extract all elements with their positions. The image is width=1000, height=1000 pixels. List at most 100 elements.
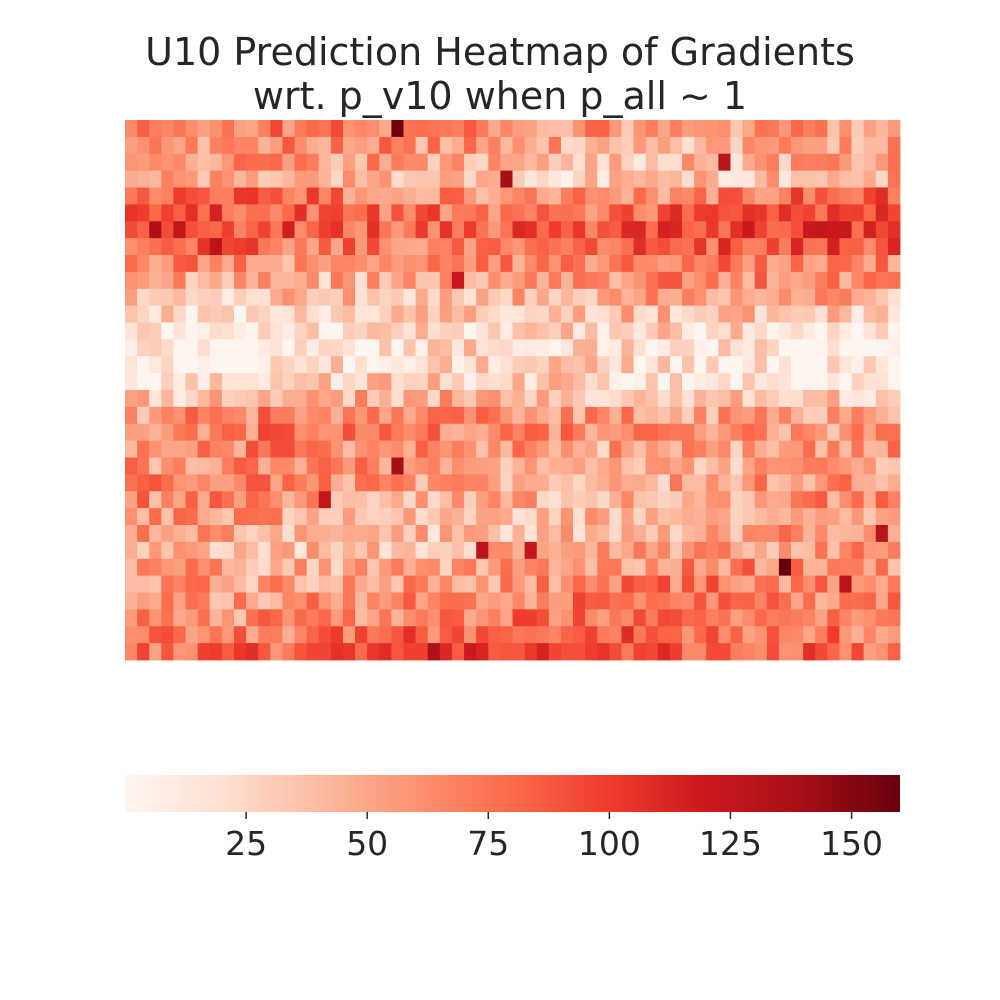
heatmap-cell <box>875 153 889 172</box>
heatmap-cell <box>270 120 283 138</box>
heatmap-cell <box>682 238 695 256</box>
heatmap-cell <box>379 558 392 577</box>
heatmap-cell <box>391 474 404 492</box>
heatmap-cell <box>306 575 320 593</box>
heatmap-cell <box>427 643 441 661</box>
heatmap-cell <box>403 440 417 458</box>
heatmap-cell <box>621 120 634 138</box>
heatmap-cell <box>536 474 550 492</box>
heatmap-cell <box>851 120 865 138</box>
heatmap-cell <box>500 525 513 543</box>
heatmap-cell <box>645 457 659 475</box>
heatmap-cell <box>609 153 622 172</box>
heatmap-cell <box>439 255 453 273</box>
heatmap-cell <box>137 288 150 307</box>
heatmap-cell <box>415 609 429 627</box>
heatmap-cell <box>173 592 186 610</box>
heatmap-cell <box>573 390 586 408</box>
heatmap-cell <box>221 339 235 357</box>
heatmap-cell <box>524 508 538 526</box>
heatmap-cell <box>754 170 768 188</box>
heatmap-cell <box>621 558 634 577</box>
heatmap-cell <box>669 221 683 239</box>
heatmap-cell <box>330 305 344 323</box>
heatmap-cell <box>718 187 731 205</box>
heatmap-cell <box>439 170 453 188</box>
heatmap-cell <box>197 288 211 307</box>
heatmap-cell <box>778 474 792 492</box>
heatmap-cell <box>815 643 828 661</box>
heatmap-cell <box>815 339 828 357</box>
heatmap-cell <box>778 609 792 627</box>
heatmap-cell <box>791 305 804 323</box>
heatmap-cell <box>197 609 211 627</box>
heatmap-cell <box>439 373 453 391</box>
heatmap-cell <box>657 390 671 408</box>
heatmap-cell <box>246 457 259 475</box>
heatmap-cell <box>827 457 840 475</box>
heatmap-cell <box>548 406 562 425</box>
heatmap-cell <box>815 356 828 374</box>
heatmap-cell <box>476 204 489 222</box>
heatmap-cell <box>233 271 247 290</box>
heatmap-cell <box>415 356 429 374</box>
heatmap-cell <box>839 136 852 155</box>
heatmap-cell <box>694 440 707 458</box>
heatmap-cell <box>137 575 150 593</box>
heatmap-cell <box>258 626 271 644</box>
heatmap-cell <box>682 373 695 391</box>
heatmap-cell <box>621 170 634 188</box>
heatmap-cell <box>730 575 743 593</box>
heatmap-cell <box>585 508 598 526</box>
heatmap-cell <box>815 406 828 425</box>
heatmap-cell <box>488 339 501 357</box>
heatmap-cell <box>875 170 889 188</box>
heatmap-cell <box>718 643 731 661</box>
heatmap-cell <box>197 541 211 560</box>
heatmap-cell <box>512 643 526 661</box>
heatmap-cell <box>827 440 840 458</box>
heatmap-cell <box>427 508 441 526</box>
heatmap-cell <box>439 592 453 610</box>
heatmap-cell <box>342 592 356 610</box>
heatmap-cell <box>367 271 380 290</box>
heatmap-cell <box>778 153 792 172</box>
heatmap-cell <box>451 474 465 492</box>
heatmap-cell <box>791 356 804 374</box>
heatmap-cell <box>791 288 804 307</box>
heatmap-cell <box>233 170 247 188</box>
heatmap-cell <box>778 238 792 256</box>
heatmap-cell <box>839 204 852 222</box>
heatmap-cell <box>258 558 271 577</box>
heatmap-cell <box>451 238 465 256</box>
heatmap-cell <box>258 170 271 188</box>
heatmap-cell <box>512 558 526 577</box>
heatmap-cell <box>778 288 792 307</box>
heatmap-cell <box>125 187 138 205</box>
heatmap-cell <box>657 288 671 307</box>
heatmap-cell <box>367 136 380 155</box>
heatmap-cell <box>778 643 792 661</box>
heatmap-cell <box>367 575 380 593</box>
heatmap-cell <box>839 170 852 188</box>
heatmap-cell <box>439 491 453 509</box>
heatmap-cell <box>730 204 743 222</box>
heatmap-cell <box>379 525 392 543</box>
heatmap-cell <box>258 474 271 492</box>
heatmap-cell <box>597 221 610 239</box>
heatmap-cell <box>863 609 877 627</box>
heatmap-cell <box>391 592 404 610</box>
heatmap-cell <box>754 626 768 644</box>
heatmap-cell <box>839 373 852 391</box>
heatmap-cell <box>451 305 465 323</box>
heatmap-cell <box>476 626 489 644</box>
heatmap-cell <box>839 120 852 138</box>
heatmap-cell <box>318 457 332 475</box>
heatmap-cell <box>597 457 610 475</box>
heatmap-cell <box>221 120 235 138</box>
heatmap-cell <box>560 525 574 543</box>
heatmap-cell <box>282 288 295 307</box>
heatmap-cell <box>246 491 259 509</box>
heatmap-cell <box>403 322 417 340</box>
heatmap-cell <box>221 643 235 661</box>
